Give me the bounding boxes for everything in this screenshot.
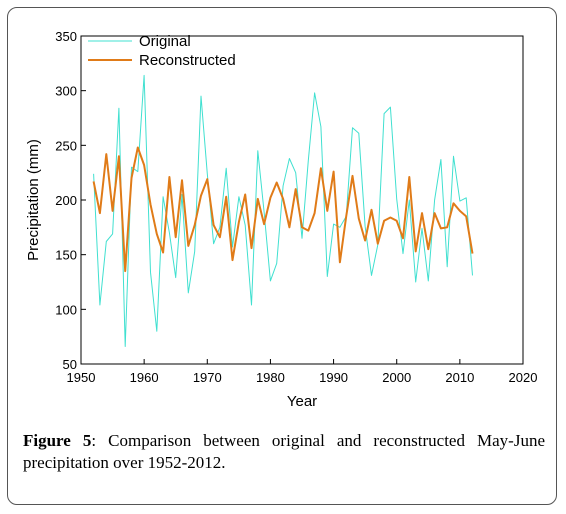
y-tick-label: 250 [55,138,77,153]
y-tick-label: 150 [55,248,77,263]
y-tick-label: 100 [55,302,77,317]
series-line-original [93,74,473,347]
y-tick-label: 200 [55,193,77,208]
y-tick-label: 300 [55,84,77,99]
figure-frame [7,7,557,505]
x-tick-label: 2020 [509,370,538,385]
y-tick-label: 50 [63,357,77,372]
precipitation-line-chart: 50 100 150 200 250 300 350 1950 1960 1970 1980 199… [25,29,538,410]
series-line-reconstructed [92,146,474,273]
legend: Original Reconstructed [88,33,236,69]
legend-label-reconstructed: Reconstructed [139,52,236,69]
x-tick-label: 1960 [130,370,159,385]
caption-label: Figure 5 [23,431,92,450]
x-tick-label: 2000 [382,370,411,385]
legend-label-original: Original [139,33,191,50]
x-tick-label: 1970 [193,370,222,385]
series-lines [92,74,474,347]
x-tick-label: 2010 [445,370,474,385]
y-axis: 50 100 150 200 250 300 350 [55,29,86,372]
x-tick-label: 1990 [319,370,348,385]
x-axis: 1950 1960 1970 1980 1990 2000 2010 2020 [67,359,538,385]
x-axis-label: Year [287,393,317,410]
y-tick-label: 350 [55,29,77,44]
x-tick-label: 1950 [67,370,96,385]
caption-text: : Comparison between original and recons… [23,431,545,472]
plot-area [80,35,524,365]
x-tick-label: 1980 [256,370,285,385]
y-axis-label: Precipitation (mm) [25,139,42,261]
figure-caption: Figure 5: Comparison between original an… [23,430,545,474]
